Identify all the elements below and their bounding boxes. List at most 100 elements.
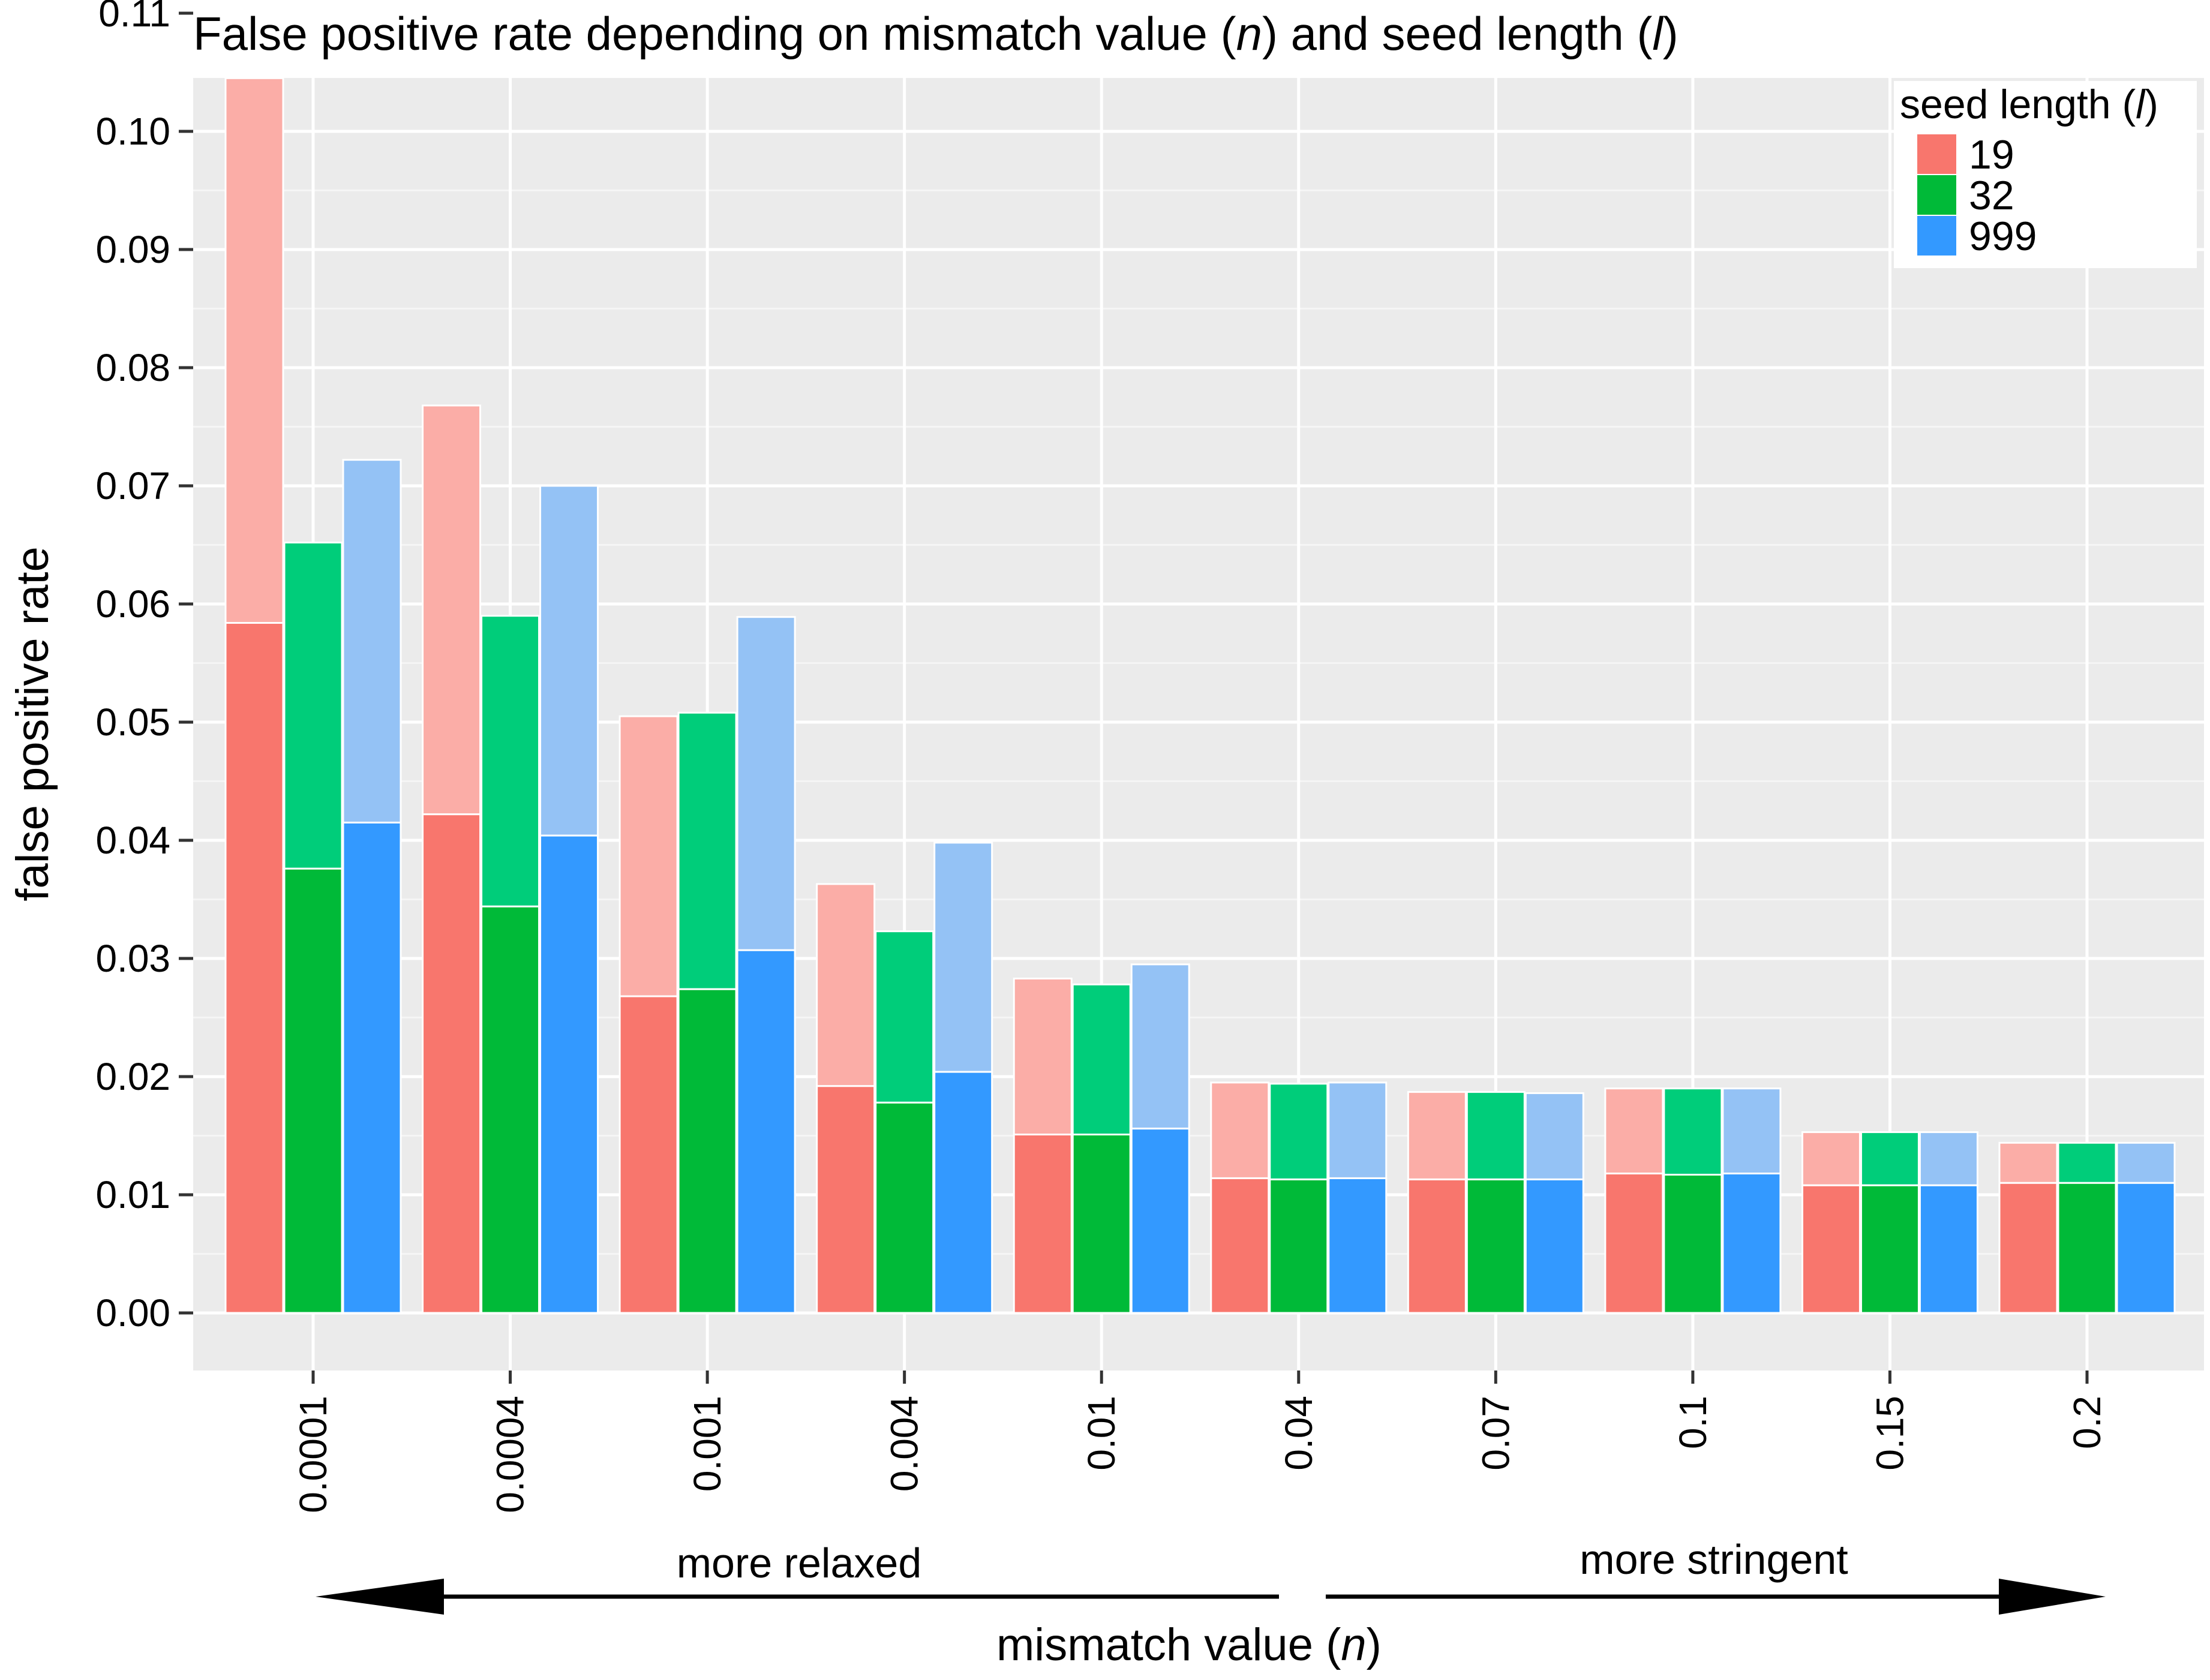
bar-lower-32-0.001: [677, 988, 737, 1314]
x-tick-label: 0.0004: [489, 1396, 532, 1513]
x-axis: 0.0001 0.0004 0.001 0.004 0.01 0.04 0.07 0.1 0.1…: [292, 1371, 2109, 1513]
legend-key-32: [1917, 175, 1956, 215]
bar-lower-999-0.0004: [539, 834, 599, 1314]
bar-upper-999-0.04: [1328, 1081, 1388, 1179]
bar-lower-32-0.0004: [481, 905, 541, 1314]
bar-lower-32-0.004: [875, 1101, 935, 1314]
bar-upper-32-0.004: [875, 930, 935, 1104]
bars: [224, 77, 2176, 1314]
x-tick-label: 0.001: [686, 1396, 729, 1492]
y-tick-label: 0.06: [95, 582, 170, 626]
bar-upper-999-0.1: [1722, 1087, 1782, 1175]
legend-label-999: 999: [1969, 214, 2037, 259]
bar-upper-999-0.2: [2116, 1141, 2176, 1184]
x-axis-label-part-2: n: [1341, 1619, 1366, 1670]
chart-title-part-5: ): [1663, 7, 1678, 60]
y-tick-label: 0.04: [95, 819, 170, 862]
bar-upper-19-0.2: [1998, 1141, 2058, 1184]
bar-upper-999-0.004: [933, 841, 993, 1073]
bar-lower-19-0.1: [1604, 1173, 1664, 1314]
bar-lower-19-0.001: [618, 995, 678, 1314]
more-relaxed-label: more relaxed: [677, 1540, 922, 1586]
y-tick-label: 0.00: [95, 1291, 170, 1335]
annotation-arrows: [316, 1579, 2106, 1615]
bar-lower-999-0.04: [1328, 1177, 1388, 1314]
chart-title-part-4: l: [1652, 7, 1664, 60]
y-tick-label: 0.01: [95, 1173, 170, 1216]
x-tick-label: 0.07: [1474, 1396, 1517, 1471]
x-tick-label: 0.1: [1671, 1396, 1714, 1449]
bar-upper-19-0.004: [816, 883, 876, 1087]
bar-upper-19-0.0004: [422, 404, 482, 816]
bar-lower-19-0.0004: [422, 813, 482, 1314]
bar-upper-19-0.07: [1407, 1091, 1467, 1180]
bar-upper-32-0.001: [677, 711, 737, 990]
x-axis-label: mismatch value (n): [996, 1619, 1382, 1670]
legend-title-part-1: seed length (: [1900, 82, 2136, 127]
bar-lower-999-0.2: [2116, 1182, 2176, 1314]
legend-key-999: [1917, 216, 1956, 256]
y-tick-label: 0.07: [95, 464, 170, 507]
bar-upper-999-0.15: [1918, 1131, 1978, 1186]
x-tick-label: 0.004: [883, 1396, 926, 1492]
bar-upper-32-0.15: [1860, 1131, 1920, 1186]
bar-lower-32-0.2: [2057, 1182, 2117, 1314]
bar-lower-19-0.2: [1998, 1182, 2058, 1314]
chart-title-part-3: ) and seed length (: [1262, 7, 1652, 60]
bar-upper-32-0.0001: [283, 542, 343, 870]
chart-title-part-1: False positive rate depending on mismatc…: [193, 7, 1236, 60]
bar-lower-32-0.01: [1071, 1134, 1131, 1314]
bar-lower-19-0.01: [1013, 1134, 1073, 1314]
bar-lower-19-0.004: [816, 1085, 876, 1314]
bar-lower-32-0.0001: [283, 867, 343, 1314]
bar-upper-32-0.07: [1466, 1091, 1526, 1180]
y-axis: 0.00 0.01 0.02 0.03 0.04 0.05 0.06 0.07 0.08 0.09…: [95, 0, 193, 1335]
legend-label-19: 19: [1969, 132, 2014, 178]
bar-lower-999-0.001: [736, 949, 796, 1314]
bar-lower-32-0.1: [1663, 1174, 1723, 1314]
bar-upper-32-0.04: [1269, 1083, 1329, 1180]
legend-title-part-3: ): [2145, 82, 2158, 127]
bar-upper-32-0.1: [1663, 1087, 1723, 1176]
x-tick-label: 0.04: [1277, 1396, 1320, 1471]
x-tick-label: 0.2: [2065, 1396, 2109, 1449]
bar-upper-19-0.0001: [224, 77, 284, 624]
bar-lower-19-0.07: [1407, 1178, 1467, 1314]
more-stringent-label: more stringent: [1580, 1536, 1848, 1583]
bar-lower-19-0.15: [1801, 1184, 1861, 1314]
legend-label-32: 32: [1969, 173, 2014, 218]
bar-upper-999-0.01: [1130, 963, 1190, 1130]
bar-lower-32-0.15: [1860, 1184, 1920, 1314]
relaxed-arrowhead: [316, 1579, 444, 1615]
y-tick-label: 0.09: [95, 228, 170, 271]
x-tick-label: 0.0001: [292, 1396, 335, 1513]
y-tick-label: 0.03: [95, 937, 170, 980]
bar-lower-32-0.04: [1269, 1178, 1329, 1314]
y-tick-label: 0.11: [98, 0, 170, 35]
bar-lower-999-0.01: [1130, 1128, 1190, 1314]
x-axis-label-part-3: ): [1367, 1619, 1382, 1670]
legend-key-19: [1917, 134, 1956, 174]
bar-upper-19-0.15: [1801, 1131, 1861, 1186]
bar-lower-32-0.07: [1466, 1178, 1526, 1314]
x-tick-label: 0.15: [1868, 1396, 1911, 1471]
legend-title: seed length (l): [1900, 82, 2158, 127]
x-axis-label-part-1: mismatch value (: [996, 1619, 1341, 1670]
bar-upper-999-0.0004: [539, 485, 599, 837]
bar-lower-19-0.04: [1210, 1177, 1270, 1314]
bar-upper-19-0.04: [1210, 1081, 1270, 1179]
bar-upper-999-0.001: [736, 616, 796, 951]
bar-lower-19-0.0001: [224, 622, 284, 1314]
bar-upper-32-0.2: [2057, 1141, 2117, 1184]
bar-lower-999-0.1: [1722, 1173, 1782, 1314]
stringent-arrowhead: [1999, 1579, 2106, 1615]
y-tick-label: 0.05: [95, 701, 170, 744]
y-tick-label: 0.02: [95, 1055, 170, 1098]
y-tick-label: 0.10: [95, 110, 170, 153]
chart-title: False positive rate depending on mismatc…: [193, 7, 1678, 60]
bar-upper-19-0.01: [1013, 977, 1073, 1136]
bar-upper-999-0.07: [1524, 1092, 1584, 1180]
chart-title-part-2: n: [1236, 7, 1262, 60]
bar-lower-999-0.15: [1918, 1184, 1978, 1314]
